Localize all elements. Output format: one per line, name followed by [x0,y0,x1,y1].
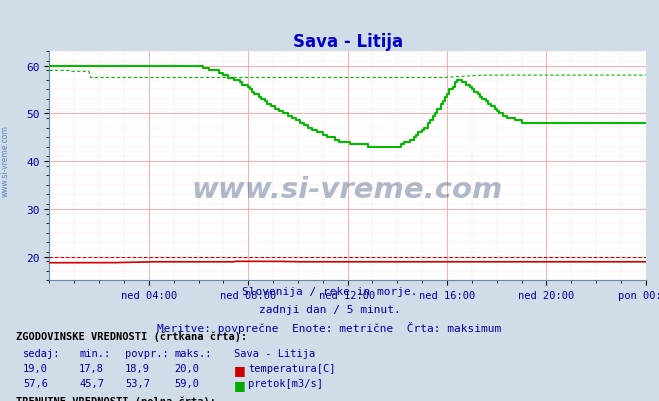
Text: 53,7: 53,7 [125,379,150,389]
Text: 45,7: 45,7 [79,379,104,389]
Text: 19,0: 19,0 [23,363,48,373]
Text: temperatura[C]: temperatura[C] [248,363,336,373]
Title: Sava - Litija: Sava - Litija [293,32,403,51]
Text: ■: ■ [234,379,246,391]
Text: Slovenija / reke in morje.: Slovenija / reke in morje. [242,287,417,297]
Text: 17,8: 17,8 [79,363,104,373]
Text: 59,0: 59,0 [175,379,200,389]
Text: 57,6: 57,6 [23,379,48,389]
Text: www.si-vreme.com: www.si-vreme.com [1,125,10,196]
Text: Sava - Litija: Sava - Litija [234,348,315,358]
Text: Meritve: povprečne  Enote: metrične  Črta: maksimum: Meritve: povprečne Enote: metrične Črta:… [158,321,501,333]
Text: ZGODOVINSKE VREDNOSTI (črtkana črta):: ZGODOVINSKE VREDNOSTI (črtkana črta): [16,331,248,341]
Text: 18,9: 18,9 [125,363,150,373]
Text: maks.:: maks.: [175,348,212,358]
Text: zadnji dan / 5 minut.: zadnji dan / 5 minut. [258,304,401,314]
Text: 20,0: 20,0 [175,363,200,373]
Text: ■: ■ [234,363,246,376]
Text: TRENUTNE VREDNOSTI (polna črta):: TRENUTNE VREDNOSTI (polna črta): [16,396,216,401]
Text: www.si-vreme.com: www.si-vreme.com [192,175,503,203]
Text: pretok[m3/s]: pretok[m3/s] [248,379,324,389]
Text: min.:: min.: [79,348,110,358]
Text: sedaj:: sedaj: [23,348,61,358]
Text: povpr.:: povpr.: [125,348,169,358]
